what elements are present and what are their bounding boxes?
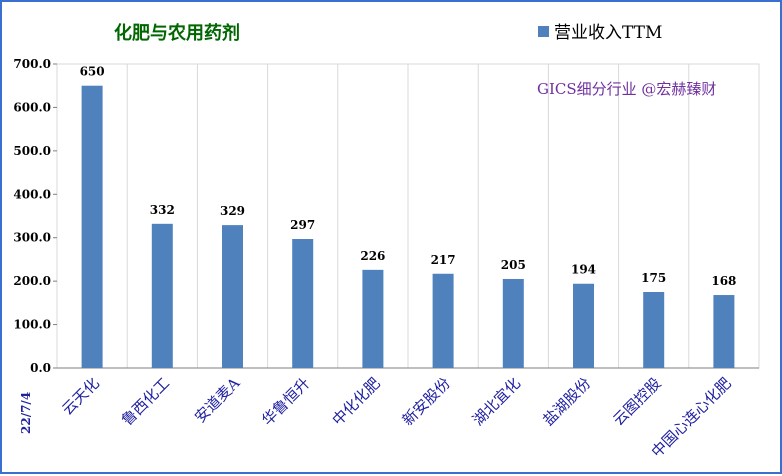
- bar: [573, 283, 594, 368]
- bar: [502, 278, 524, 368]
- y-tick-label: 400.0: [13, 187, 51, 201]
- axis-layer: 0.0 100.0 200.0 300.0 400.0 500.0 600.0 700.0: [13, 57, 759, 375]
- x-category-label: 安道麦A: [191, 374, 243, 426]
- y-tick-label: 300.0: [13, 231, 51, 245]
- bar: [713, 295, 735, 368]
- data-label: 650: [80, 65, 105, 79]
- y-tick-label: 200.0: [13, 274, 51, 288]
- bar: [362, 269, 384, 368]
- y-tick-label: 700.0: [13, 57, 51, 71]
- bar: [81, 85, 103, 368]
- x-category-label: 华鲁恒升: [258, 374, 313, 429]
- x-category-label: 湖北宜化: [469, 374, 524, 429]
- data-label: 297: [290, 218, 315, 232]
- data-label: 332: [150, 203, 175, 217]
- date-label: 22/7/4: [19, 392, 33, 434]
- bar: [222, 225, 243, 368]
- bar: [151, 223, 173, 368]
- bar: [432, 273, 454, 368]
- x-category-label: 鲁西化工: [118, 374, 173, 429]
- bar-layer: [81, 85, 735, 368]
- x-category-label: 云天化: [58, 374, 103, 419]
- data-label: 168: [711, 274, 736, 288]
- x-category-label: 中化化肥: [329, 374, 384, 429]
- y-tick-label: 100.0: [13, 318, 51, 332]
- x-category-label: 云图控股: [609, 374, 664, 429]
- data-label: 226: [360, 249, 385, 263]
- data-label: 217: [431, 253, 456, 267]
- data-label: 205: [501, 258, 526, 272]
- bar: [643, 292, 665, 368]
- y-tick-label: 600.0: [13, 100, 51, 114]
- watermark-text: GICS细分行业 @宏赫臻财: [537, 80, 716, 98]
- data-label: 329: [220, 204, 245, 218]
- data-label: 175: [641, 271, 666, 285]
- data-label: 194: [571, 263, 596, 277]
- legend-swatch: [538, 26, 549, 37]
- y-tick-label: 500.0: [13, 144, 51, 158]
- bar: [292, 239, 314, 368]
- chart-title: 化肥与农用药剂: [114, 22, 240, 44]
- x-category-label: 盐湖股份: [539, 374, 594, 429]
- y-tick-label: 0.0: [30, 361, 51, 375]
- x-category-label: 新安股份: [399, 374, 454, 429]
- legend-label: 营业收入TTM: [554, 23, 662, 43]
